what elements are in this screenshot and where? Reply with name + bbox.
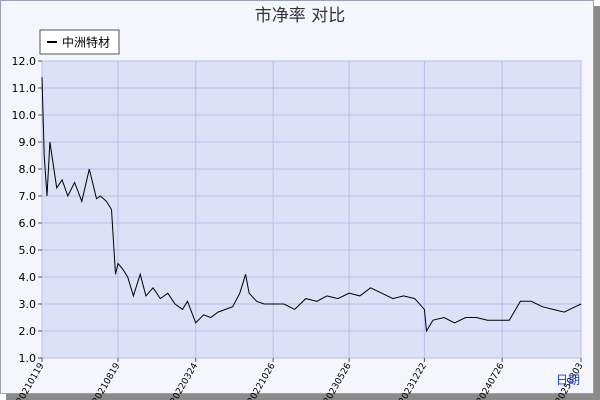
y-tick-label: 1.0	[19, 352, 37, 365]
y-tick-label: 10.0	[12, 109, 37, 122]
y-tick-label: 7.0	[19, 190, 37, 203]
series-layer	[41, 77, 582, 333]
grid-lines	[41, 60, 582, 359]
chart-title: 市净率 对比	[255, 6, 345, 26]
x-axis-label: 日期	[556, 373, 580, 387]
y-tick-label: 12.0	[12, 55, 37, 68]
y-tick-label: 4.0	[19, 271, 37, 284]
x-tick-label: 20221026	[246, 361, 278, 400]
x-tick-label: 20230526	[322, 361, 354, 400]
y-tick-label: 2.0	[19, 325, 37, 338]
series-line	[41, 77, 582, 333]
y-tick-label: 11.0	[12, 82, 37, 95]
frame-shadow-bottom	[6, 394, 600, 400]
y-tick-label: 9.0	[19, 136, 37, 149]
y-tick-label: 6.0	[19, 217, 37, 230]
y-tick-label: 5.0	[19, 244, 37, 257]
plot-area	[41, 60, 582, 359]
x-tick-label: 20220324	[169, 361, 201, 400]
y-tick-label: 3.0	[19, 298, 37, 311]
x-tick-label: 20231222	[397, 362, 429, 400]
x-tick-label: 20240726	[475, 361, 507, 400]
x-tick-label: 20210119	[15, 361, 47, 400]
legend-label: 中洲特材	[62, 35, 110, 50]
x-tick-label: 20210819	[91, 361, 123, 400]
y-tick-label: 8.0	[19, 163, 37, 176]
frame-shadow-right	[594, 6, 600, 400]
legend: 中洲特材	[39, 29, 120, 55]
